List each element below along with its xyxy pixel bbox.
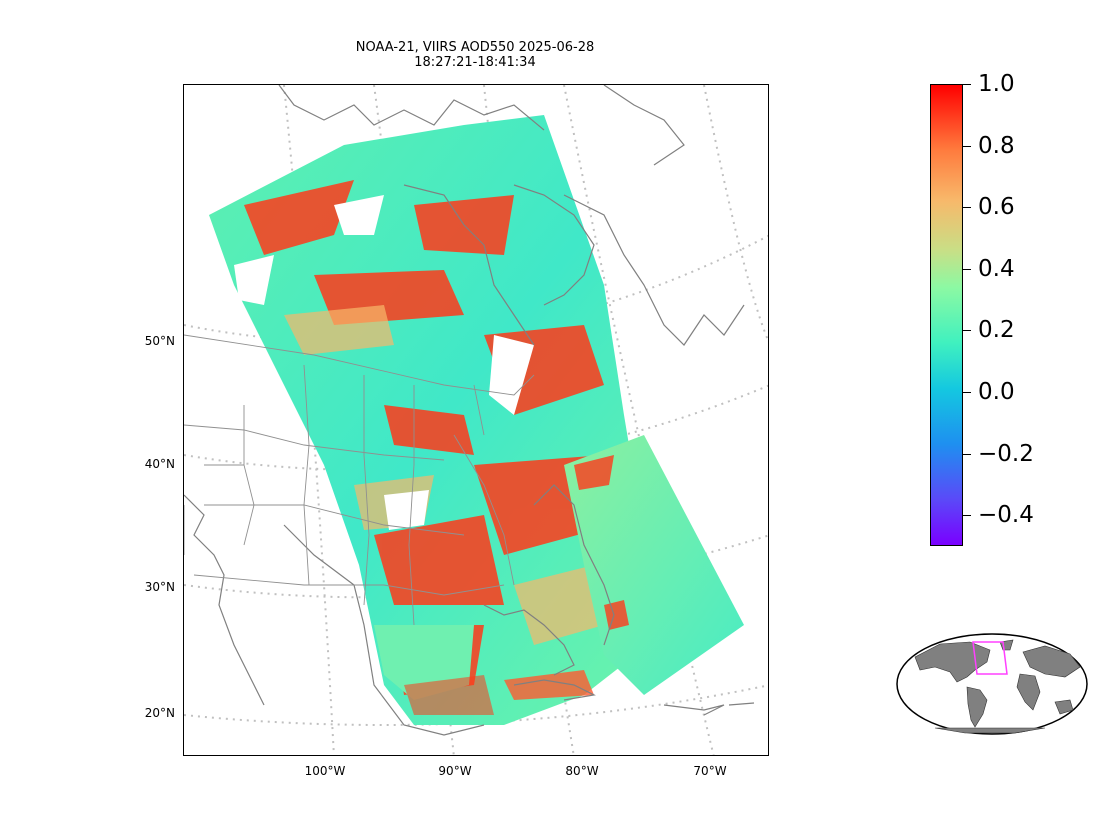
colorbar-tick	[963, 207, 971, 209]
map-title: NOAA-21, VIIRS AOD550 2025-06-28 18:27:2…	[300, 40, 650, 70]
colorbar-tick	[963, 330, 971, 332]
colorbar-tick-label: −0.2	[978, 440, 1034, 467]
lon-label-80w: 80°W	[565, 764, 599, 778]
colorbar-tick	[963, 515, 971, 517]
colorbar-tick	[963, 268, 971, 270]
lat-label-30n: 30°N	[144, 580, 175, 594]
colorbar-tick	[963, 392, 971, 393]
globe-inset	[896, 633, 1088, 735]
coastlines	[184, 85, 755, 736]
colorbar-tick-label: 0.6	[978, 194, 1015, 221]
lat-label-40n: 40°N	[144, 457, 175, 471]
map-title-line2: 18:27:21-18:41:34	[414, 55, 536, 70]
lat-label-50n: 50°N	[144, 334, 175, 348]
map-title-line1: NOAA-21, VIIRS AOD550 2025-06-28	[355, 40, 595, 55]
colorbar-tick-label: 0.0	[978, 379, 1015, 405]
colorbar-tick-label: 1.0	[978, 71, 1015, 97]
aod-gulf-patches	[374, 625, 594, 715]
colorbar-tick-label: 0.8	[978, 132, 1015, 159]
colorbar-tick	[963, 453, 971, 455]
colorbar	[930, 84, 963, 546]
colorbar-tick-label: −0.4	[978, 502, 1034, 529]
map-canvas	[184, 85, 768, 755]
colorbar-tick-label: 0.2	[978, 317, 1015, 344]
lat-label-20n: 20°N	[144, 706, 175, 720]
lon-label-90w: 90°W	[438, 764, 472, 778]
colorbar-tick	[963, 145, 971, 147]
colorbar-tick	[963, 84, 971, 85]
state-borders	[184, 334, 535, 626]
lon-label-70w: 70°W	[693, 764, 727, 778]
colorbar-tick-label: 0.4	[978, 255, 1015, 282]
lon-label-100w: 100°W	[304, 764, 346, 778]
map-panel	[183, 84, 769, 756]
